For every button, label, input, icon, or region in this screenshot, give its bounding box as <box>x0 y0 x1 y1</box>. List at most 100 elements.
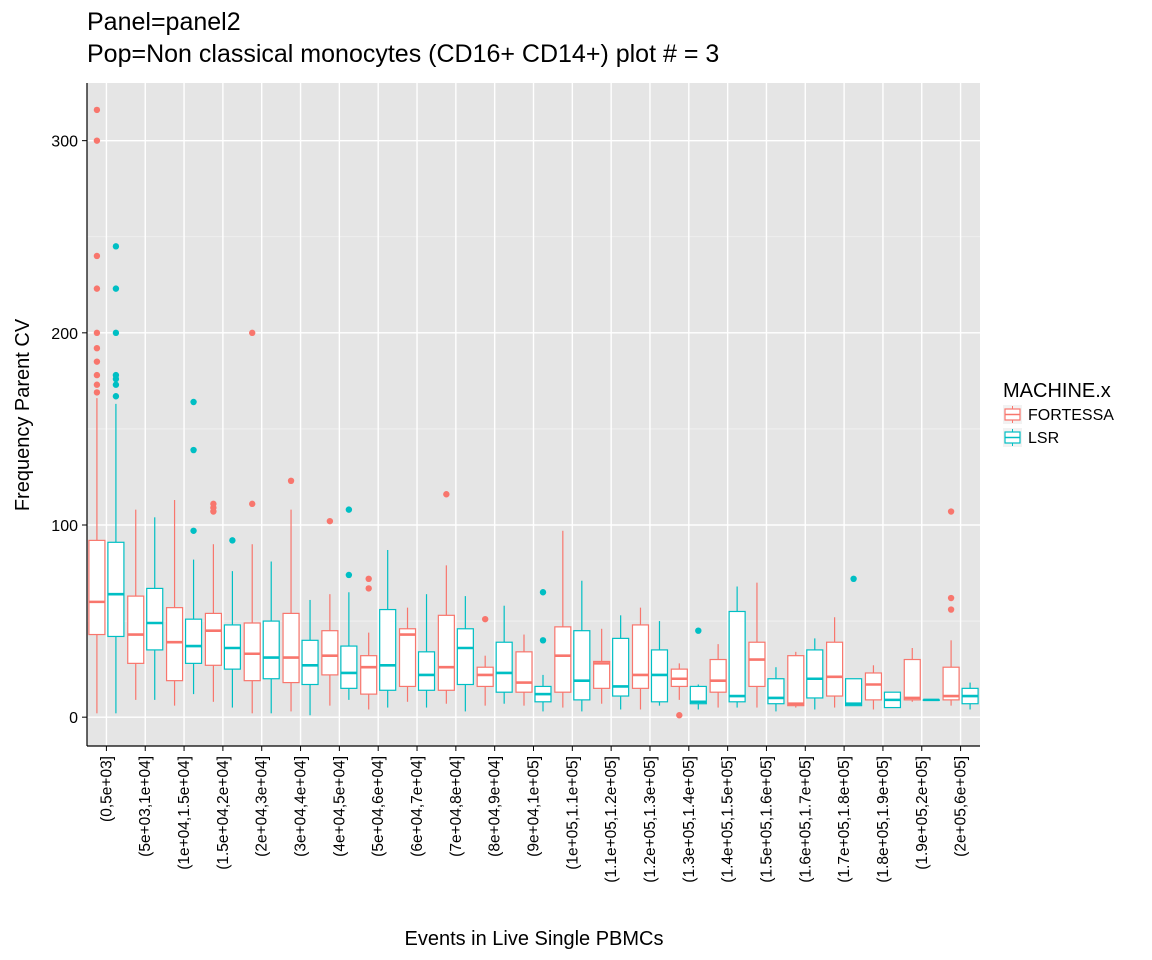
chart-subtitle: Pop=Non classical monocytes (CD16+ CD14+… <box>87 40 720 68</box>
boxplot-fortessa <box>670 663 688 719</box>
boxplot-lsr <box>689 627 707 710</box>
x-tick-label: (1.5e+04,2e+04] <box>215 756 232 870</box>
box-iqr <box>165 607 184 682</box>
y-tick-label: 0 <box>69 710 78 727</box>
outlier-point <box>112 329 120 337</box>
y-tick-label: 100 <box>51 518 78 535</box>
box-iqr <box>631 624 650 689</box>
outlier-point <box>112 285 120 292</box>
outlier-point <box>249 329 256 337</box>
box-iqr <box>767 678 785 705</box>
boxplot-fortessa <box>942 508 960 706</box>
box-iqr <box>243 622 261 682</box>
outlier-point <box>676 712 683 719</box>
legend-entry: FORTESSA <box>1003 405 1114 424</box>
chart-title: Panel=panel2 <box>87 8 241 36</box>
box-iqr <box>709 658 727 693</box>
outlier-point <box>443 491 450 498</box>
box-iqr <box>495 641 513 693</box>
boxplot-lsr <box>379 549 397 708</box>
legend-title: MACHINE.x <box>1003 380 1111 402</box>
boxplot-lsr <box>883 691 902 709</box>
x-tick-label: (8e+04,9e+04] <box>487 756 504 857</box>
box-iqr <box>204 612 222 666</box>
boxplot-fortessa <box>748 582 766 708</box>
outlier-point <box>112 371 120 379</box>
boxplot-fortessa <box>554 530 572 708</box>
boxplot-fortessa <box>593 628 611 704</box>
outlier-point <box>287 477 295 484</box>
box-iqr <box>398 628 417 688</box>
outlier-point <box>93 389 101 396</box>
boxplot-fortessa <box>243 329 261 714</box>
boxplot-lsr <box>534 589 552 712</box>
outlier-point <box>112 243 120 250</box>
x-tick-label: (9e+04,1e+05] <box>526 756 543 857</box>
boxplot-lsr <box>417 594 436 708</box>
box-iqr <box>903 658 921 701</box>
outlier-point <box>93 371 101 379</box>
x-tick-label: (3e+04,4e+04] <box>293 756 310 857</box>
boxplot-lsr <box>767 667 785 712</box>
box-iqr <box>321 630 339 676</box>
boxplot-lsr <box>922 698 940 702</box>
box-iqr <box>184 618 203 664</box>
box-iqr <box>612 637 630 697</box>
x-tick-label: (1.4e+05,1.5e+05] <box>720 756 737 883</box>
box-iqr <box>301 639 319 686</box>
box-iqr <box>728 610 746 703</box>
outlier-point <box>93 137 101 144</box>
outlier-point <box>326 517 334 525</box>
outlier-point <box>947 606 955 613</box>
x-tick-label: (0,5e+03] <box>98 756 115 822</box>
outlier-point <box>112 393 120 400</box>
boxplot-fortessa <box>864 665 883 710</box>
axes: 0 100 200 300 (0,5e+03] (5e+03,1e+04] (1e+04,1… <box>51 83 980 883</box>
box-iqr <box>845 678 863 707</box>
legend-label: LSR <box>1028 430 1059 447</box>
outlier-point <box>93 106 101 114</box>
boxplots <box>88 106 979 719</box>
boxplot-fortessa <box>515 634 533 706</box>
outlier-point <box>112 381 120 388</box>
boxplot-fortessa <box>321 517 339 706</box>
box-iqr <box>864 672 883 701</box>
outlier-point <box>947 594 955 602</box>
x-tick-label: (1e+04,1.5e+04] <box>176 756 193 870</box>
y-axis-title: Frequency Parent CV <box>12 318 34 511</box>
x-tick-label: (5e+03,1e+04] <box>137 756 154 857</box>
box-iqr <box>437 614 455 691</box>
x-axis-title: Events in Live Single PBMCs <box>404 928 663 950</box>
box-iqr <box>554 626 572 693</box>
box-iqr <box>573 630 591 701</box>
box-iqr <box>476 666 494 688</box>
outlier-point <box>190 398 197 406</box>
outlier-point <box>93 381 101 388</box>
legend-entry: LSR <box>1003 428 1059 447</box>
boxplot-lsr <box>107 243 125 714</box>
x-tick-label: (2e+05,6e+05] <box>953 756 970 857</box>
boxplot-fortessa <box>787 651 805 708</box>
box-iqr <box>942 666 960 701</box>
boxplot-fortessa <box>127 509 145 700</box>
boxplot-fortessa <box>476 615 494 706</box>
boxplot-lsr <box>340 506 358 700</box>
boxplot-lsr <box>845 575 863 707</box>
outlier-point <box>947 508 955 515</box>
outlier-point <box>93 345 101 352</box>
x-tick-label: (1e+05,1.1e+05] <box>564 756 581 870</box>
boxplot-fortessa <box>437 491 455 704</box>
boxplot-fortessa <box>360 575 378 710</box>
box-iqr <box>806 649 824 699</box>
outlier-point <box>695 627 702 634</box>
box-iqr <box>262 620 280 680</box>
x-tick-label: (1.5e+05,1.6e+05] <box>758 756 775 883</box>
x-tick-label: (1.1e+05,1.2e+05] <box>603 756 620 883</box>
outlier-point <box>229 537 236 544</box>
boxplot-fortessa <box>709 644 727 708</box>
box-iqr <box>417 651 436 691</box>
outlier-point <box>539 589 547 596</box>
boxplot-lsr <box>184 398 203 695</box>
x-tick-label: (5e+04,6e+04] <box>370 756 387 857</box>
